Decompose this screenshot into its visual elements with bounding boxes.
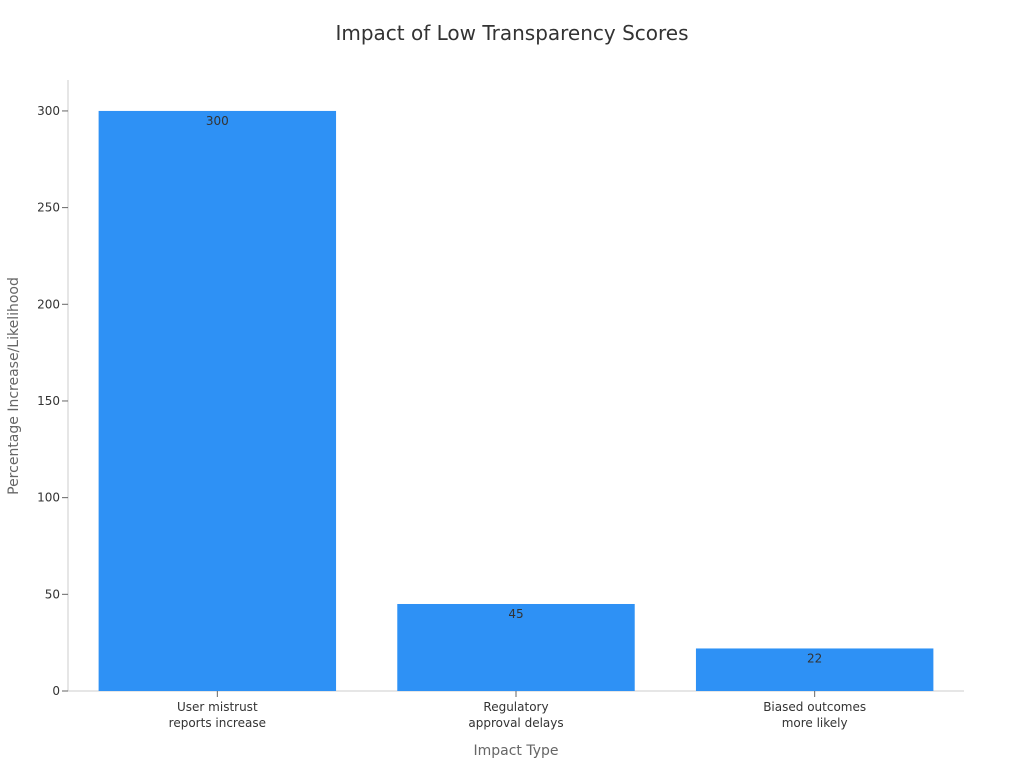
x-tick-label-line: more likely: [782, 716, 848, 730]
bar: [397, 603, 635, 691]
x-axis: User mistrust reports increase Regulatory a…: [68, 690, 964, 730]
x-tick-label: Biased outcomes more likely: [763, 700, 866, 730]
y-tick-label: 50: [45, 587, 60, 601]
y-tick-label: 200: [37, 297, 60, 311]
y-tick-label: 250: [37, 201, 60, 215]
data-label: 22: [807, 651, 822, 665]
y-tick-label: 300: [37, 104, 60, 118]
bar: [695, 648, 934, 691]
data-label: 300: [206, 114, 229, 128]
bar: [98, 110, 337, 691]
y-tick-label: 150: [37, 394, 60, 408]
x-tick-label: Regulatory approval delays: [468, 700, 563, 730]
x-tick-label-line: User mistrust: [177, 700, 258, 714]
x-tick-label-line: reports increase: [169, 716, 266, 730]
x-tick-label-line: Regulatory: [483, 700, 548, 714]
x-tick-label-line: Biased outcomes: [763, 700, 866, 714]
chart-title: Impact of Low Transparency Scores: [335, 21, 688, 45]
bar-series: [98, 110, 934, 691]
data-labels: 300 45 22: [206, 114, 822, 666]
x-axis-label: Impact Type: [473, 743, 558, 759]
y-axis: 0 50 100 150 200 250 300: [37, 80, 69, 698]
y-axis-label: Percentage Increase/Likelihood: [6, 277, 22, 495]
x-tick-label: User mistrust reports increase: [169, 700, 266, 730]
x-tick-label-line: approval delays: [468, 716, 563, 730]
y-tick-label: 0: [52, 684, 60, 698]
y-tick-label: 100: [37, 491, 60, 505]
data-label: 45: [508, 607, 523, 621]
